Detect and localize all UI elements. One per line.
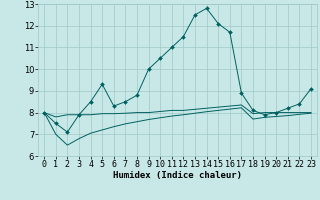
X-axis label: Humidex (Indice chaleur): Humidex (Indice chaleur) [113, 171, 242, 180]
